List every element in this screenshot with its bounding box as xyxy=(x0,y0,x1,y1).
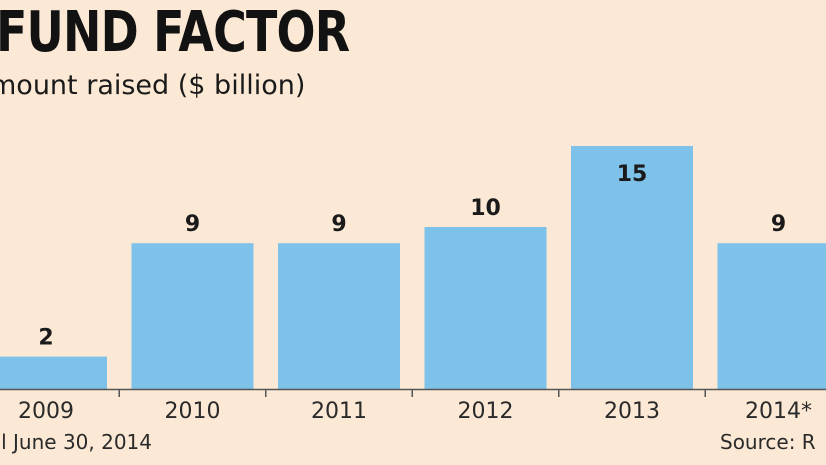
x-tick-label-2014*: 2014* xyxy=(745,399,812,424)
bar-2012 xyxy=(424,227,547,389)
source-note: Source: R xyxy=(720,430,816,454)
data-label-2014*: 9 xyxy=(771,212,786,237)
chart-subtitle: mount raised ($ billion) xyxy=(0,70,306,101)
bar-2011 xyxy=(278,243,400,389)
bar-2010 xyxy=(131,243,254,389)
x-tick-label-2011: 2011 xyxy=(311,399,367,424)
data-label-2009: 2 xyxy=(38,326,53,351)
footnote: ill June 30, 2014 xyxy=(0,430,153,454)
data-labels-layer: 2 9 9 10 15 9 xyxy=(38,162,786,351)
ticks-layer xyxy=(118,389,706,397)
x-tick-labels-layer: 2009 2010 2011 2012 2013 2014* xyxy=(18,399,812,424)
x-tick-label-2010: 2010 xyxy=(165,399,221,424)
x-tick-label-2013: 2013 xyxy=(604,399,660,424)
bar-2014* xyxy=(717,243,826,389)
chart-title: FUND FACTOR xyxy=(0,0,350,65)
bar-2013 xyxy=(571,146,693,389)
data-label-2010: 9 xyxy=(185,212,200,237)
data-label-2011: 9 xyxy=(331,212,346,237)
x-tick-label-2009: 2009 xyxy=(18,399,74,424)
data-label-2012: 10 xyxy=(470,196,501,221)
bar-2009 xyxy=(0,356,107,389)
x-tick-label-2012: 2012 xyxy=(458,399,514,424)
bars-layer xyxy=(0,146,826,389)
data-label-2013: 15 xyxy=(617,162,648,187)
